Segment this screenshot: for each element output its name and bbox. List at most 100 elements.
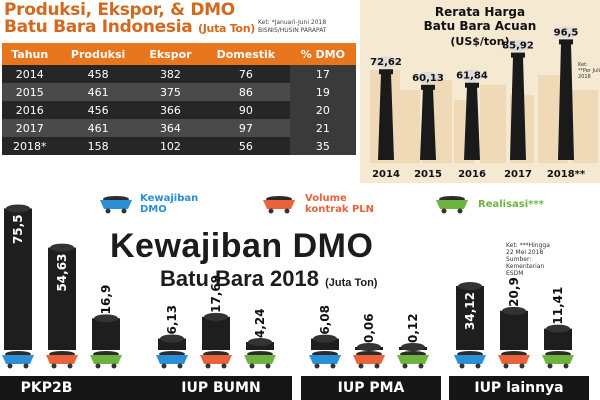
dmo-chart-panel xyxy=(0,185,600,400)
production-table: Tahun Produksi Ekspor Domestik% DMO 2014 458… xyxy=(2,43,356,155)
table-cell: 458 xyxy=(57,65,139,83)
table-title: Produksi, Ekspor, & DMO xyxy=(4,0,235,20)
hba-chimney-cap xyxy=(465,82,479,88)
table-title-line2: Batu Bara Indonesia (Juta Ton) xyxy=(4,17,255,37)
cart-wheel xyxy=(503,363,509,369)
table-cell: 375 xyxy=(138,83,203,101)
dmo-coal-pile xyxy=(204,312,228,321)
skyline-building xyxy=(572,90,598,163)
dmo-value-label: 4,24 xyxy=(253,308,267,338)
dmo-bar xyxy=(158,338,186,350)
dmo-chart: 75,5 54,63 16,9 6,13 17,69 4,24 6,08 0,06 0,12 34… xyxy=(2,196,574,369)
hba-chimney xyxy=(464,86,480,160)
hba-chimney-cap xyxy=(379,69,393,75)
cart-wheel xyxy=(205,363,211,369)
dmo-coal-pile xyxy=(401,343,425,351)
hba-value-label: 85,92 xyxy=(502,41,534,52)
hba-chimney xyxy=(510,56,526,160)
cart-body xyxy=(90,355,122,364)
cart-wheel xyxy=(459,363,465,369)
dmo-coal-pile xyxy=(458,282,482,291)
table-cell: 366 xyxy=(138,101,203,119)
hba-title-line1: Rerata Harga xyxy=(434,5,526,19)
table-cell: 90 xyxy=(202,101,290,119)
table-cell: 86 xyxy=(202,83,290,101)
cart-wheel xyxy=(265,363,271,369)
table-cell: 21 xyxy=(289,119,356,137)
hba-note: Ket: **Per Juli 2018 xyxy=(578,62,600,80)
dmo-bar xyxy=(544,328,572,350)
cart-body xyxy=(309,355,341,364)
cart-wheel xyxy=(441,208,447,214)
dmo-value-label: 17,69 xyxy=(209,275,223,313)
main-title: Kewajiban DMO xyxy=(110,227,374,265)
cart-wheel xyxy=(95,363,101,369)
dmo-cart-icon xyxy=(156,351,188,369)
table-header-3: Domestik xyxy=(202,43,290,65)
dmo-bar-iup-bumn-s2: 4,24 xyxy=(246,308,274,350)
table-cell: 76 xyxy=(202,65,290,83)
group-label-pkp2b: PKP2B xyxy=(0,376,93,400)
cart-body xyxy=(542,355,574,364)
cart-wheel xyxy=(111,363,117,369)
table-cell: 17 xyxy=(289,65,356,83)
table-cell: 102 xyxy=(138,137,203,155)
cart-wheel xyxy=(402,363,408,369)
cart-wheel xyxy=(161,363,167,369)
table-cell: 2016 xyxy=(2,101,58,119)
table-cell: 456 xyxy=(57,101,139,119)
group-label-iup-bumn: IUP BUMN xyxy=(150,376,292,400)
table-header-1: Produksi xyxy=(57,43,139,65)
legend-realisasi: Realisasi*** xyxy=(478,199,544,210)
production-table-panel: Produksi, Ekspor, & DMO Batu Bara Indone… xyxy=(0,0,360,183)
cart-body xyxy=(156,355,188,364)
cart-wheel xyxy=(23,363,29,369)
table-row: 2018* 158 102 56 35 xyxy=(2,137,356,155)
cart-body xyxy=(498,355,530,364)
hba-chart-panel: Rerata Harga Batu Bara Acuan (US$/ton) K… xyxy=(360,0,600,183)
table-cell: 97 xyxy=(202,119,290,137)
hba-smoke xyxy=(460,69,484,82)
hba-category-label: 2014 xyxy=(372,169,400,180)
dmo-coal-pile xyxy=(6,204,30,213)
table-cell: 158 xyxy=(57,137,139,155)
table-row: 2016 456 366 90 20 xyxy=(2,101,356,119)
table-cell: 382 xyxy=(138,65,203,83)
legend-kewajiban: Kewajiban DMO xyxy=(140,193,199,215)
hba-title-line2: Batu Bara Acuan xyxy=(423,19,537,33)
dmo-value-label: 54,63 xyxy=(55,254,69,292)
cart-body xyxy=(397,355,429,364)
dmo-bar xyxy=(92,318,120,350)
dmo-coal-pile xyxy=(50,243,74,252)
cart-wheel xyxy=(105,208,111,214)
hba-smoke xyxy=(416,71,440,84)
cart-body xyxy=(244,355,276,364)
table-row: 2014 458 382 76 17 xyxy=(2,65,356,83)
dmo-value-label: 6,13 xyxy=(165,305,179,335)
cart-wheel xyxy=(7,363,13,369)
dmo-bar xyxy=(500,310,528,350)
dmo-cart-icon xyxy=(498,351,530,369)
table-cell: 2017 xyxy=(2,119,58,137)
table-cell: 2015 xyxy=(2,83,58,101)
table-cell: 461 xyxy=(57,119,139,137)
dmo-cart-icon xyxy=(2,351,34,369)
dmo-cart-icon xyxy=(397,351,429,369)
dmo-bar-iup-bumn-s1: 17,69 xyxy=(202,275,230,350)
cart-body xyxy=(263,200,295,209)
group-label-iup-pma: IUP PMA xyxy=(301,376,441,400)
dmo-bar-iup-lainnya-s1: 20,9 xyxy=(500,277,528,350)
hba-unit: (US$/ton) xyxy=(450,35,510,48)
table-cell: 2018* xyxy=(2,137,58,155)
dmo-cart-icon xyxy=(309,351,341,369)
hba-smoke xyxy=(506,39,530,52)
dmo-coal-pile xyxy=(248,338,272,347)
legend-cart-icon xyxy=(263,196,295,214)
table-cell: 461 xyxy=(57,83,139,101)
table-header-0: Tahun xyxy=(2,43,58,65)
table-row: 2017 461 364 97 21 xyxy=(2,119,356,137)
dmo-coal-pile xyxy=(357,343,381,351)
table-cell: 20 xyxy=(289,101,356,119)
dmo-coal-pile xyxy=(160,334,184,343)
dmo-bar xyxy=(4,208,32,350)
